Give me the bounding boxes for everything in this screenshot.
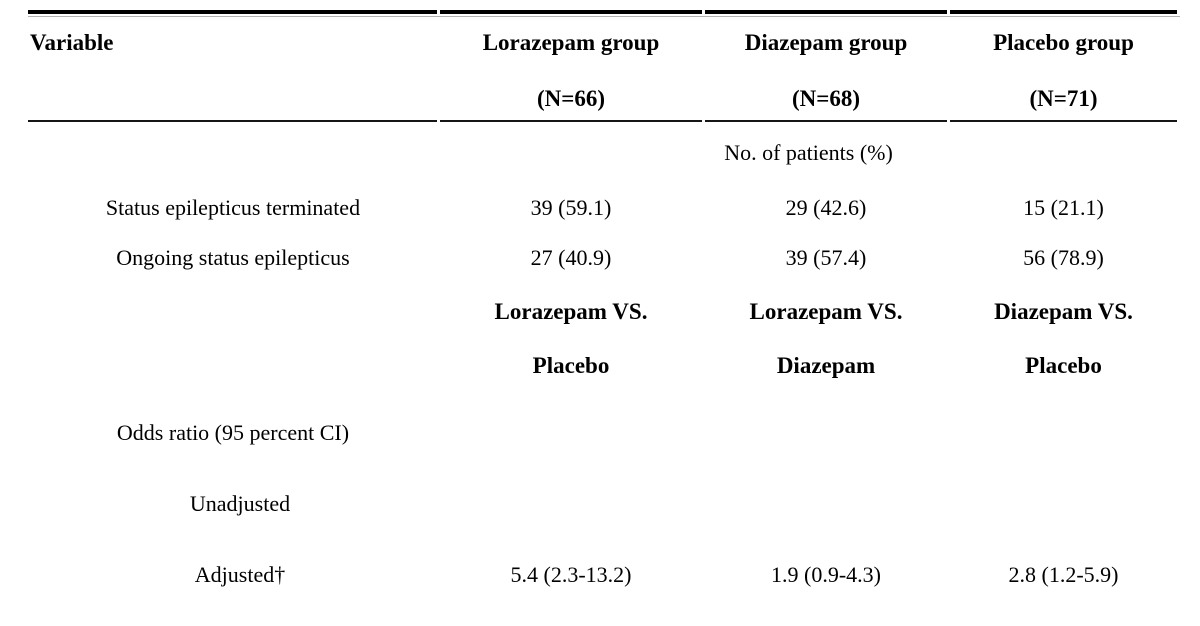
cell-value <box>950 459 1177 530</box>
row-label: Odds ratio (95 percent CI) <box>116 419 350 445</box>
comparison-line1: Diazepam VS. <box>994 299 1133 324</box>
cell-value <box>440 459 702 530</box>
cell-value <box>950 388 1177 459</box>
cell-value <box>705 388 947 459</box>
table-row-odds-ratio: Odds ratio (95 percent CI) <box>28 388 1177 459</box>
cell-value: 1.9 (0.8-4.4) <box>705 601 947 626</box>
cell-value: 2.8 (1.2-5.9) <box>1008 561 1119 587</box>
cell-value: 39 (59.1) <box>530 195 612 220</box>
table-row-adjusted: Adjusted† 5.4 (2.3-13.2) 1.9 (0.9-4.3) 2… <box>28 530 1177 601</box>
column-header-diazepam-group: Diazepam group (N=68) <box>705 10 947 122</box>
table-row-unadjusted: Unadjusted <box>28 459 1177 530</box>
table-row-ongoing: Ongoing status epilepticus 27 (40.9) 39 … <box>28 233 1177 281</box>
column-header-variable: Variable <box>28 10 437 122</box>
patients-span-label: No. of patients (%) <box>724 139 893 165</box>
cell-value: 2.3 (1.0-5.9) <box>950 601 1177 626</box>
cell-value <box>440 388 702 459</box>
group-n: (N=66) <box>536 86 606 111</box>
comparison-line1: Lorazepam VS. <box>494 299 648 324</box>
row-label: Status epilepticus terminated <box>105 195 361 220</box>
table-row-terminated: Status epilepticus terminated 39 (59.1) … <box>28 182 1177 233</box>
comparison-header-row: Lorazepam VS. Placebo Lorazepam VS. Diaz… <box>28 281 1177 388</box>
column-header-placebo-group: Placebo group (N=71) <box>950 10 1177 122</box>
cell-value: 5.4 (2.3-13.2) <box>510 561 632 587</box>
group-name: Lorazepam group <box>482 30 660 55</box>
row-label: Ongoing status epilepticus <box>116 244 350 270</box>
row-label <box>28 601 437 626</box>
variable-label: Variable <box>30 30 114 55</box>
comparison-header-diazepam-placebo: Diazepam VS. Placebo <box>950 281 1177 388</box>
comparison-line2: Placebo <box>532 353 610 378</box>
results-table: Variable Lorazepam group (N=66) Diazepam… <box>25 10 1180 626</box>
cell-value <box>705 459 947 530</box>
group-n: (N=71) <box>1029 86 1098 111</box>
empty-cell <box>28 281 437 388</box>
cell-value: 56 (78.9) <box>1023 244 1104 270</box>
cell-value: 27 (40.9) <box>530 244 612 270</box>
group-name: Diazepam group <box>744 30 908 55</box>
top-rule-fringe <box>28 16 1180 17</box>
comparison-line2: Diazepam <box>776 353 876 378</box>
comparison-header-lorazepam-placebo: Lorazepam VS. Placebo <box>440 281 702 388</box>
group-n: (N=68) <box>791 86 861 111</box>
cell-value: 15 (21.1) <box>1023 195 1104 220</box>
table-header-row: Variable Lorazepam group (N=66) Diazepam… <box>28 10 1177 122</box>
cell-value: 4.8 (1.9-13.0) <box>440 601 702 626</box>
cell-value: 39 (57.4) <box>785 244 867 270</box>
patients-span-row: No. of patients (%) <box>28 122 1177 182</box>
empty-cell <box>28 122 437 182</box>
table-row-adjusted-second: 4.8 (1.9-13.0) 1.9 (0.8-4.4) 2.3 (1.0-5.… <box>28 601 1177 626</box>
comparison-line1: Lorazepam VS. <box>749 299 903 324</box>
column-header-lorazepam-group: Lorazepam group (N=66) <box>440 10 702 122</box>
group-name: Placebo group <box>993 30 1134 55</box>
cell-value: 1.9 (0.9-4.3) <box>771 561 881 587</box>
row-label: Adjusted† <box>194 561 286 587</box>
comparison-header-lorazepam-diazepam: Lorazepam VS. Diazepam <box>705 281 947 388</box>
row-label: Unadjusted <box>189 490 291 516</box>
comparison-line2: Placebo <box>1025 353 1102 378</box>
cell-value: 29 (42.6) <box>785 195 867 220</box>
